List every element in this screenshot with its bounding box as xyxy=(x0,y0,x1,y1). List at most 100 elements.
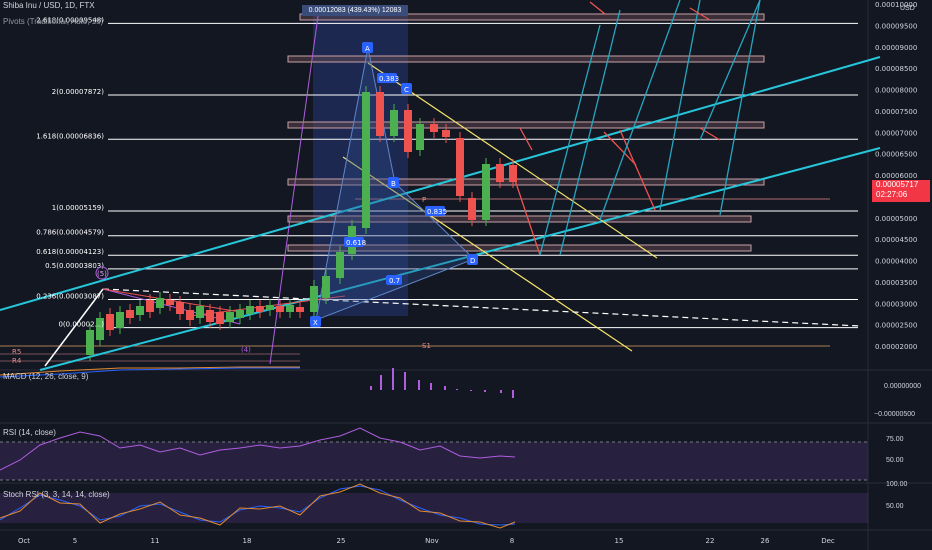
fib-level-label: 2.618(0.00009548) xyxy=(36,16,104,24)
candle-body[interactable] xyxy=(126,310,134,318)
candle-body[interactable] xyxy=(310,286,318,312)
wave5-circle xyxy=(95,266,109,280)
price-tick-label: 0.00003000 xyxy=(875,300,917,308)
candle-body[interactable] xyxy=(336,252,344,278)
projection-arrows xyxy=(514,0,761,256)
point-x-label: X xyxy=(313,319,318,327)
candle-body[interactable] xyxy=(86,330,94,355)
rsi-label[interactable]: RSI (14, close) xyxy=(3,428,56,437)
macd-bar xyxy=(500,390,502,393)
point-c-label: C xyxy=(404,86,409,94)
candle-body[interactable] xyxy=(196,306,204,318)
macd-line xyxy=(0,367,300,378)
candle-body[interactable] xyxy=(266,305,274,310)
channel-lower-line[interactable] xyxy=(39,147,881,371)
dashed-trendline[interactable] xyxy=(102,288,861,327)
candle-body[interactable] xyxy=(376,92,384,136)
candle-body[interactable] xyxy=(404,110,412,152)
price-tick-label: 0.00003500 xyxy=(875,279,917,287)
candle-body[interactable] xyxy=(456,138,464,196)
time-tick-label: Nov xyxy=(425,537,439,545)
price-tick-label: 0.00002000 xyxy=(875,343,917,351)
pivot-s1-label: S1 xyxy=(422,342,431,350)
pivot-zone-r3 xyxy=(299,13,765,21)
macd-bar xyxy=(380,375,382,390)
pivot-zone-r1 xyxy=(287,121,765,129)
projection-arrow-red xyxy=(519,127,533,151)
macd-bar xyxy=(430,383,432,390)
current-price-value: 0.00005717 xyxy=(876,180,919,189)
macd-label[interactable]: MACD (12, 26, close, 9) xyxy=(3,372,89,381)
stoch-label[interactable]: Stoch RSI (3, 3, 14, 14, close) xyxy=(3,490,110,499)
time-tick-label: 26 xyxy=(761,537,770,545)
candle-body[interactable] xyxy=(226,312,234,322)
yellow-trend-lower[interactable] xyxy=(342,156,633,352)
projection-arrow-red xyxy=(619,129,656,211)
candle-body[interactable] xyxy=(136,306,144,315)
price-tick-label: 0.00007500 xyxy=(875,108,917,116)
projection-arrow-teal xyxy=(699,0,761,141)
rsi-axis-50: 50.00 xyxy=(886,457,904,464)
macd-axis-neg: −0.00000500 xyxy=(874,411,916,418)
candle-body[interactable] xyxy=(166,300,174,305)
ratio-xb-badge xyxy=(386,275,402,285)
rsi-axis-75: 75.00 xyxy=(886,436,904,443)
candle-body[interactable] xyxy=(322,276,330,298)
macd-bar xyxy=(470,390,472,391)
candle-body[interactable] xyxy=(156,298,164,308)
fib-level-label: 0.236(0.00003087) xyxy=(36,293,104,301)
candle-body[interactable] xyxy=(276,306,284,312)
candle-body[interactable] xyxy=(416,124,424,150)
point-d-badge xyxy=(467,254,478,265)
candle-body[interactable] xyxy=(442,130,450,137)
projection-arrow-red xyxy=(514,179,541,256)
pivot-zone-r2 xyxy=(287,55,765,63)
candle-body[interactable] xyxy=(216,312,224,324)
price-tick-label: 0.00004500 xyxy=(875,236,917,244)
projection-arrow-red xyxy=(589,1,606,15)
price-tick-label: 0.00006500 xyxy=(875,151,917,159)
projection-arrow-teal xyxy=(539,24,601,256)
candle-body[interactable] xyxy=(96,318,104,340)
point-a-badge xyxy=(362,42,373,53)
candle-body[interactable] xyxy=(176,302,184,314)
pivot-zone-p xyxy=(287,178,765,186)
price-axis[interactable]: 0.00010000 0.00009500 0.00009000 0.00008500… xyxy=(875,1,917,351)
candle-body[interactable] xyxy=(206,310,214,322)
time-axis[interactable]: Oct 5 11 18 25 Nov 8 15 22 26 Dec xyxy=(18,537,835,545)
macd-bar xyxy=(512,390,514,398)
wave-line[interactable] xyxy=(44,288,104,367)
candle-body[interactable] xyxy=(256,306,264,312)
candle-body[interactable] xyxy=(146,300,154,312)
price-tick-label: 0.00002500 xyxy=(875,322,917,330)
stoch-axis-50: 50.00 xyxy=(886,503,904,510)
candle-body[interactable] xyxy=(106,314,114,330)
candle-body[interactable] xyxy=(116,312,124,328)
candle-body[interactable] xyxy=(509,165,517,182)
candle-body[interactable] xyxy=(482,164,490,220)
candle-body[interactable] xyxy=(362,92,370,228)
macd-signal-line xyxy=(0,366,300,376)
price-tick-label: 0.00009500 xyxy=(875,22,917,30)
candle-body[interactable] xyxy=(286,305,294,312)
candle-body[interactable] xyxy=(468,198,476,220)
pivot-r5-label: R5 xyxy=(12,348,21,356)
projection-arrow-red xyxy=(603,131,637,166)
candle-body[interactable] xyxy=(186,310,194,320)
pivots-indicator-label[interactable]: Pivots (Traditional, Auto, 15) xyxy=(3,17,104,26)
candle-body[interactable] xyxy=(390,110,398,136)
candle-body[interactable] xyxy=(296,307,304,312)
candle-body[interactable] xyxy=(430,124,438,132)
candle-body[interactable] xyxy=(496,164,504,182)
measure-label: 0.00012083 (439.43%) 12083 xyxy=(302,5,408,16)
symbol-title[interactable]: Shiba Inu / USD, 1D, FTX xyxy=(3,1,95,10)
projection-arrow-teal xyxy=(659,0,701,211)
channel-upper-line[interactable] xyxy=(0,56,881,311)
candle-body[interactable] xyxy=(236,310,244,318)
rsi-line xyxy=(0,427,516,471)
rsi-band xyxy=(0,442,868,480)
fib-level-label: 1(0.00005159) xyxy=(52,204,104,212)
point-d-label: D xyxy=(470,257,475,265)
candle-body[interactable] xyxy=(246,306,254,314)
